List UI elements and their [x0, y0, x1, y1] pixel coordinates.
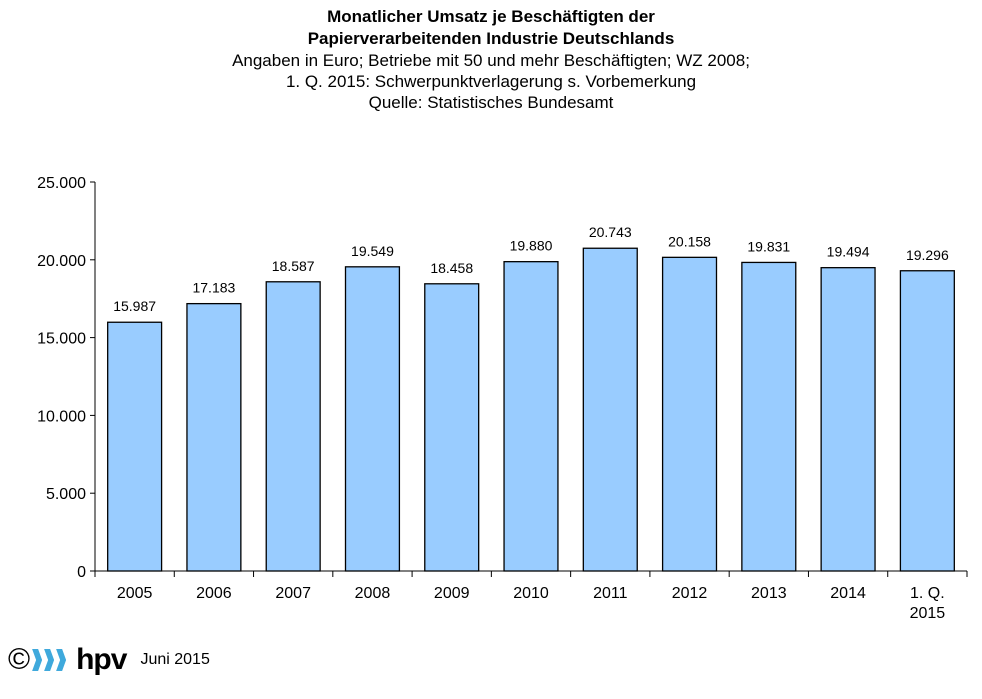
chart-subtitle-line-1: Angaben in Euro; Betriebe mit 50 und meh…: [232, 51, 750, 70]
bar: [107, 321, 163, 572]
bar: [899, 270, 955, 572]
x-tick-label: 2014: [830, 585, 866, 602]
data-label: 19.296: [906, 247, 949, 263]
y-tick-label: 25.000: [37, 175, 86, 192]
bar: [344, 266, 401, 572]
y-tick-label: 20.000: [37, 253, 86, 270]
x-tick-label: 2009: [434, 585, 470, 602]
x-tick-label: 2011: [593, 585, 628, 602]
x-tick-label: 2008: [355, 585, 391, 602]
x-tick-label: 2010: [513, 585, 549, 602]
chart-header: Monatlicher Umsatz je Beschäftigten der …: [0, 6, 982, 113]
bar: [820, 267, 876, 572]
chart-title-line-1: Monatlicher Umsatz je Beschäftigten der: [327, 7, 655, 26]
y-tick-label: 5.000: [46, 486, 86, 503]
data-label: 18.587: [272, 258, 315, 274]
data-label: 19.831: [747, 238, 790, 254]
bar: [503, 261, 559, 572]
data-label: 15.987: [113, 298, 156, 314]
chart-subtitle-line-2: 1. Q. 2015: Schwerpunktverlagerung s. Vo…: [285, 72, 697, 91]
data-label: 20.158: [668, 233, 711, 249]
bar: [661, 256, 718, 572]
y-tick-label: 10.000: [37, 408, 86, 425]
chart-source-line: Quelle: Statistisches Bundesamt: [368, 93, 614, 112]
chart-title-line-2: Papierverarbeitenden Industrie Deutschla…: [307, 29, 675, 48]
hpv-logo-text: hpv: [76, 643, 127, 676]
data-label: 19.549: [351, 243, 394, 259]
copyright-symbol: ©: [8, 643, 31, 676]
x-tick-label: 2015: [910, 605, 946, 622]
y-tick-label: 0: [77, 564, 86, 581]
bar: [265, 281, 321, 572]
footer: © hpv Juni 2015: [8, 640, 210, 680]
bar: [741, 261, 797, 572]
data-label: 17.183: [192, 280, 235, 296]
bar-chart: 0 5.000 10.000 15.000 20.000 25.000 15.987 2005…: [37, 175, 968, 622]
bar: [186, 302, 242, 572]
x-tick-label: 1. Q.: [910, 585, 945, 602]
bar: [582, 247, 638, 572]
x-tick-label: 2013: [751, 585, 787, 602]
bar: [424, 283, 480, 572]
data-label: 20.743: [589, 224, 632, 240]
data-label: 19.880: [510, 238, 553, 254]
x-tick-label: 2012: [672, 585, 708, 602]
x-tick-label: 2005: [117, 585, 153, 602]
hpv-logo-icon: [32, 649, 68, 671]
y-tick-label: 15.000: [37, 331, 86, 348]
x-tick-label: 2007: [275, 585, 311, 602]
data-label: 18.458: [430, 260, 473, 276]
data-label: 19.494: [827, 244, 870, 260]
footer-date: Juni 2015: [140, 651, 210, 668]
x-tick-label: 2006: [196, 585, 232, 602]
